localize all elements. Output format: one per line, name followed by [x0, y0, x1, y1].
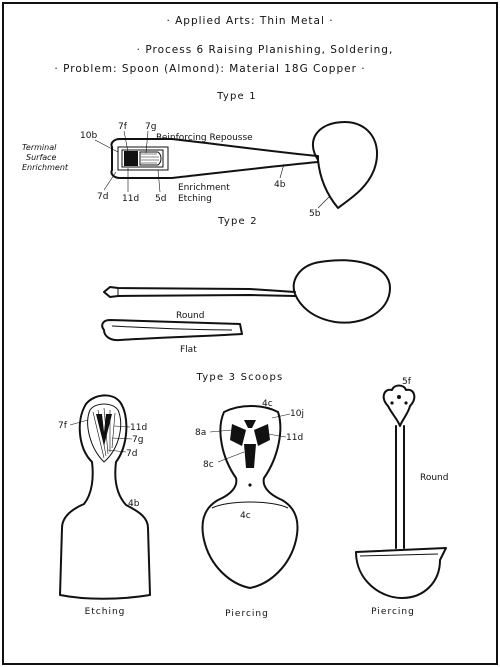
type1-inner-leaf — [121, 149, 164, 168]
type2-flat-handle — [101, 319, 243, 342]
type1-leader-4b — [279, 163, 285, 179]
type1-callout-7d: 7d — [97, 192, 108, 202]
ladle-pierce-1 — [397, 395, 401, 399]
type1-leader-7f — [123, 130, 129, 153]
scoop2-leader-8a — [209, 429, 233, 433]
pierce-left-wedge — [230, 424, 246, 446]
scoop1-callout-7g: 7g — [132, 435, 143, 445]
scoop1-leader-11d — [113, 425, 131, 428]
type1-note-line-1: Terminal — [22, 143, 57, 152]
scoop2-caption: Piercing — [225, 609, 269, 619]
scoop-etching-panel — [87, 403, 122, 463]
type1-repousse-loop — [139, 151, 162, 166]
type1-callout-5b: 5b — [309, 209, 321, 219]
ladle-handle — [395, 425, 405, 549]
scoop3-callout-5f: 5f — [402, 377, 412, 387]
scoop2-leader-10j — [271, 413, 291, 419]
scoop2-callout-8a: 8a — [195, 428, 206, 438]
type2-title: Type 2 — [217, 216, 258, 227]
pierce-bottom-wedge — [244, 444, 256, 468]
type1-etched-block — [124, 151, 138, 166]
ladle-bowl — [355, 547, 447, 599]
type1-leader-5b — [317, 195, 331, 209]
pierce-right-wedge — [254, 424, 270, 446]
type1-callout-7g: 7g — [145, 122, 156, 132]
scoop2-callout-4c-bottom: 4c — [240, 511, 251, 521]
scoop2-callout-8c: 8c — [203, 460, 214, 470]
scoop-etching — [59, 394, 151, 600]
header-line-2: · Process 6 Raising Planishing, Solderin… — [137, 44, 394, 56]
ladle-pierce-2 — [390, 401, 394, 405]
type1-callout-10b: 10b — [80, 131, 97, 141]
type1-hatching — [141, 153, 159, 164]
type1-spoon-handle — [110, 138, 319, 179]
type1-title: Type 1 — [216, 91, 257, 102]
type1-leader-7g — [145, 130, 149, 154]
scoop2-callout-4c-top: 4c — [262, 399, 273, 409]
type1-callout-11d: 11d — [122, 194, 139, 204]
type2-flat-label: Flat — [180, 345, 197, 355]
scoop1-callout-11d: 11d — [130, 423, 147, 433]
scoop1-callout-7f: 7f — [58, 421, 68, 431]
type1-leader-5d — [157, 169, 161, 193]
type1-terminal-panel — [117, 146, 169, 171]
scoop-piercing — [201, 405, 299, 589]
scoop1-leader-7d — [107, 449, 127, 453]
type1-leader-10b — [94, 139, 119, 153]
type2-round-bowl — [292, 259, 391, 324]
scoop1-leader-7f — [69, 419, 89, 426]
type1-leader-7d — [103, 171, 117, 191]
type2-flat-spoon — [101, 319, 243, 342]
scoop-piercing-outline — [201, 405, 299, 589]
type2-flat-inner — [111, 325, 233, 331]
scoop3-caption: Piercing — [371, 607, 415, 617]
type2-round-label: Round — [176, 311, 204, 321]
type1-note-line-2: Surface — [26, 153, 57, 162]
scoop1-caption: Etching — [85, 607, 126, 617]
type1-etching-label: Etching — [178, 194, 212, 204]
scoop-piercing-inner — [211, 501, 289, 509]
type1-callout-5d: 5d — [155, 194, 166, 204]
scoop-etching-outline — [59, 394, 151, 600]
scoop-ladle — [355, 384, 447, 599]
type1-reinforcing-label: Reinforcing Repousse — [156, 133, 253, 143]
type1-callout-7f: 7f — [118, 122, 128, 132]
scoop1-leader-7g — [111, 437, 133, 440]
type2-round-spoon — [103, 259, 391, 324]
type1-enrichment-label: Enrichment — [178, 183, 230, 193]
scoop2-callout-10j: 10j — [290, 409, 304, 419]
scoop2-leader-8c — [217, 451, 245, 463]
scoop1-callout-4b: 4b — [128, 499, 140, 509]
type1-spoon-bowl — [312, 121, 379, 209]
pierce-top-wedge — [244, 420, 256, 428]
header-line-3: · Problem: Spoon (Almond): Material 18G … — [54, 63, 365, 75]
type3-title: Type 3 Scoops — [196, 372, 284, 383]
scoop-etching-v — [96, 414, 112, 446]
type1-spoon — [110, 121, 379, 209]
scoop1-callout-7d: 7d — [126, 449, 137, 459]
type2-round-handle — [103, 286, 296, 298]
type1-callout-4b: 4b — [274, 180, 286, 190]
scoop2-leader-11d — [267, 433, 287, 438]
ladle-pierce-3 — [404, 401, 408, 405]
header-line-1: · Applied Arts: Thin Metal · — [166, 15, 333, 27]
scoop3-round-label: Round — [420, 473, 448, 483]
scoop2-callout-11d: 11d — [286, 433, 303, 443]
ladle-terminal — [382, 384, 416, 427]
type1-note-line-3: Enrichment — [22, 163, 69, 172]
ladle-rim — [359, 553, 439, 557]
pierce-dot — [248, 483, 252, 487]
